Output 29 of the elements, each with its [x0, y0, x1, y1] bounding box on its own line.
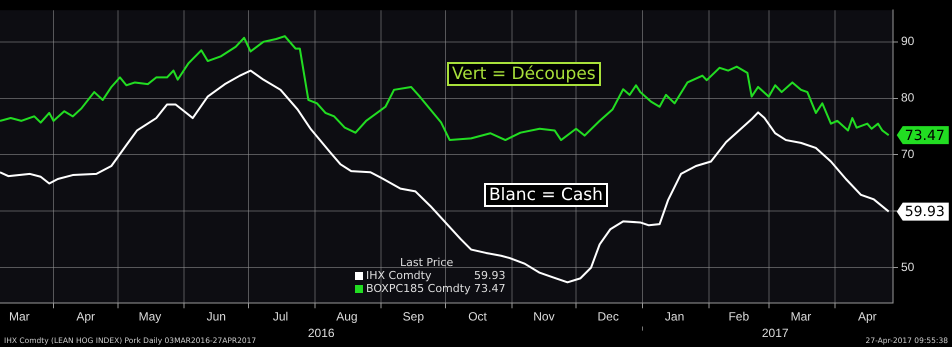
y-tick-label: 70	[901, 147, 915, 162]
x-tick-label: Apr	[858, 310, 877, 324]
x2-tick-label: 2017	[762, 326, 789, 340]
x-tick-label: Jan	[664, 310, 684, 324]
x-tick-label: Jul	[272, 310, 288, 324]
y-tick-label: 90	[901, 34, 915, 48]
x-tick-label: Apr	[76, 310, 96, 324]
x-tick-label: Nov	[533, 310, 555, 324]
x-tick-label: Sep	[402, 310, 424, 324]
x-tick-label: Aug	[336, 310, 358, 324]
y-tick-label: 80	[901, 90, 915, 105]
legend-title: Last Price	[399, 256, 454, 269]
annotation: 59.93	[904, 204, 945, 220]
legend-label: IHX Comdty	[366, 269, 432, 282]
text: 59.93	[474, 269, 506, 282]
y-tick-label: 50	[901, 260, 915, 274]
annotation: 73.47	[904, 128, 945, 144]
text: 73.47	[474, 282, 506, 295]
legend-label: BOXPC185 Comdty	[366, 282, 472, 295]
x-tick-label: Dec	[598, 310, 619, 324]
annotation: Blanc = Cash	[484, 183, 608, 207]
x2-tick-label: 2016	[308, 326, 335, 340]
x-tick-label: May	[138, 310, 162, 324]
annotation: Vert = Découpes	[447, 62, 601, 86]
x-tick-label: Mar	[790, 310, 812, 324]
x-tick-label: Feb	[728, 310, 750, 324]
x-tick-label: Jun	[206, 310, 226, 324]
x-tick-label: Mar	[8, 310, 30, 324]
x-tick-label: Oct	[468, 310, 488, 324]
